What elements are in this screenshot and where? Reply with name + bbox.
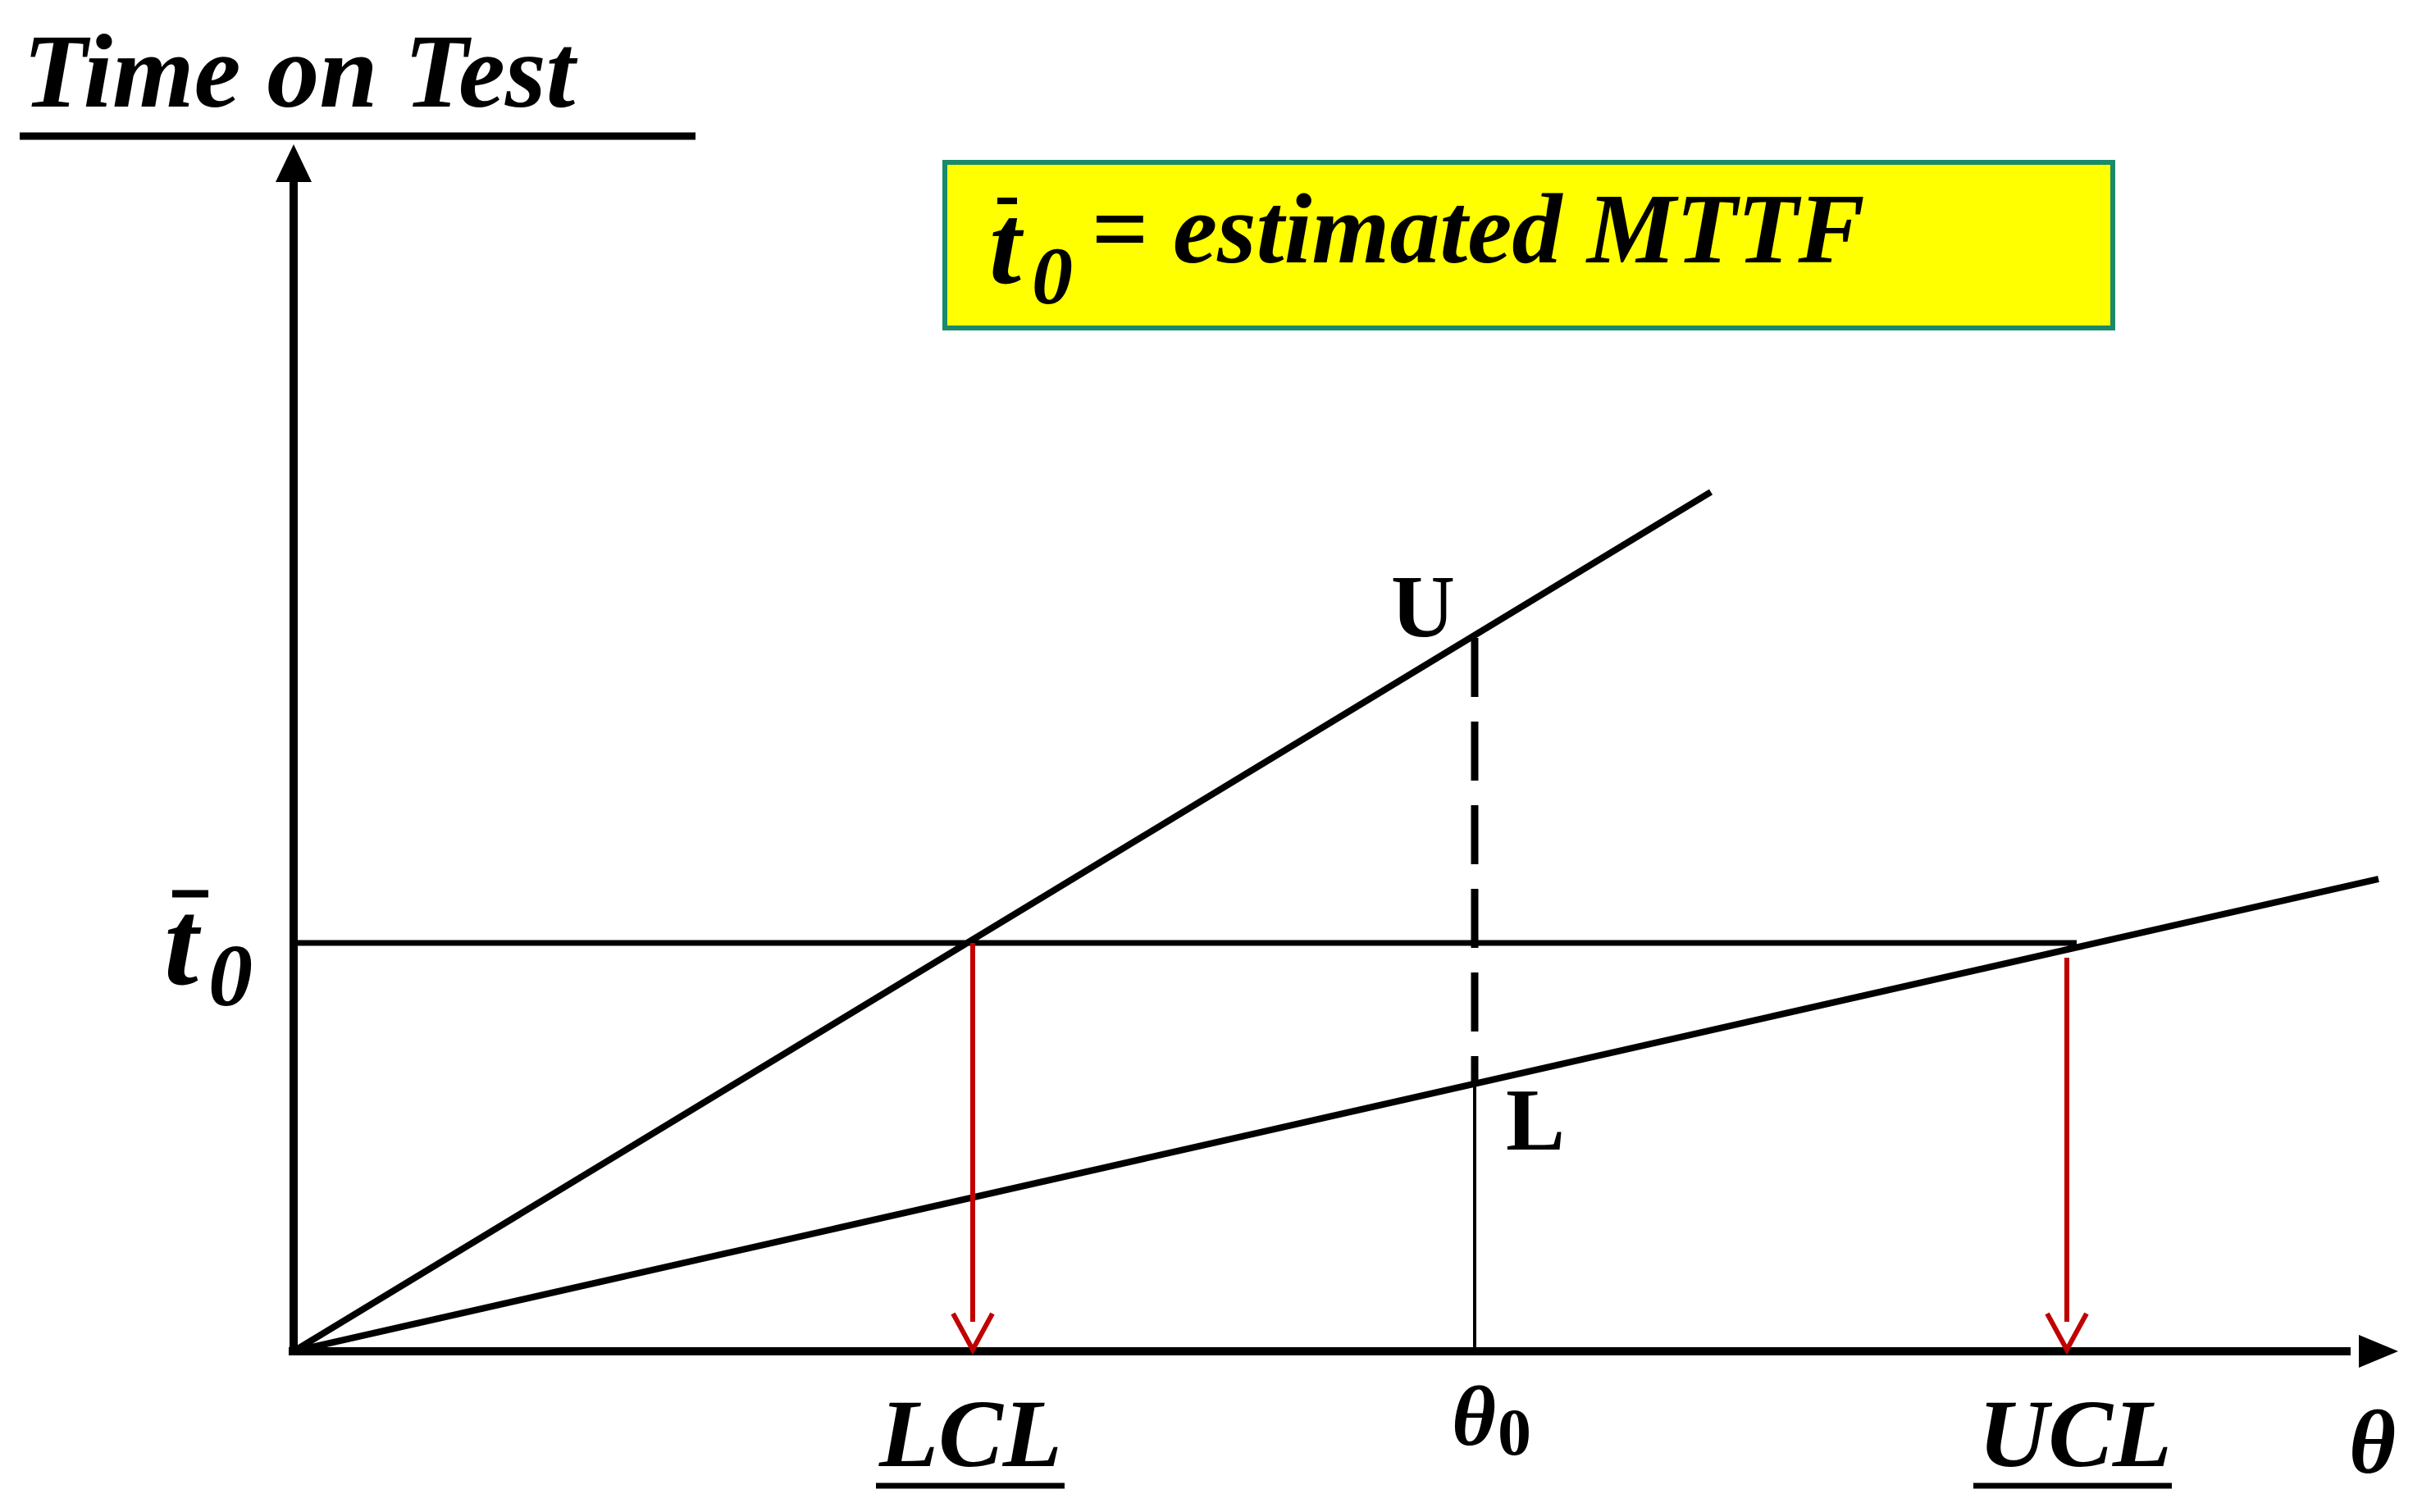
x-axis-theta-label: θ xyxy=(2349,1392,2396,1492)
legend-definition: = estimated MTTF xyxy=(1091,174,1865,285)
ucl-arrowhead xyxy=(2045,1312,2089,1355)
lower-point-label: L xyxy=(1506,1072,1565,1169)
theta0-label-subscript: 0 xyxy=(1498,1395,1531,1469)
y-marker-t-symbol: t xyxy=(164,875,202,1011)
legend-box xyxy=(942,160,2115,330)
legend-t-symbol: t xyxy=(989,181,1024,308)
ucl-label: UCL xyxy=(1978,1380,2172,1487)
lower-bound-line xyxy=(293,876,2379,1355)
lcl-label: LCL xyxy=(878,1380,1062,1487)
legend-t-subscript: 0 xyxy=(1032,230,1073,321)
y-axis-arrowhead xyxy=(276,144,312,182)
x-axis-arrowhead xyxy=(2359,1335,2398,1368)
upper-bound-line xyxy=(291,489,1713,1355)
y-marker-t-subscript: 0 xyxy=(208,927,253,1025)
upper-point-label: U xyxy=(1391,558,1455,656)
diagram-title: Time on Test xyxy=(23,13,578,130)
theta0-label-symbol: θ xyxy=(1452,1369,1496,1464)
lcl-arrowhead xyxy=(951,1312,995,1355)
